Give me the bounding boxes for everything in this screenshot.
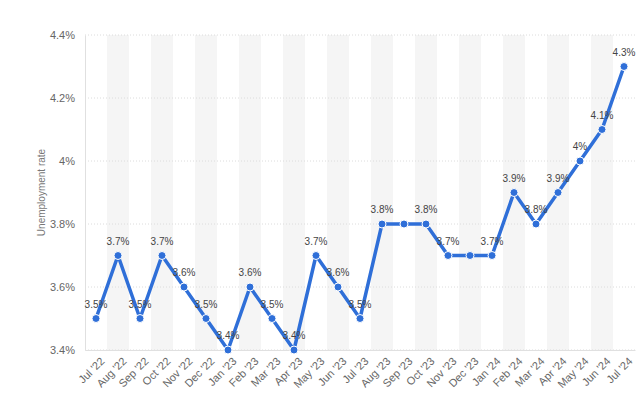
grid-line — [85, 35, 635, 36]
grid-line — [85, 224, 635, 225]
data-label: 3.4% — [217, 330, 240, 341]
band — [459, 35, 481, 350]
data-label: 3.9% — [547, 173, 570, 184]
band — [239, 35, 261, 350]
grid-line — [85, 350, 635, 351]
data-label: 3.5% — [349, 299, 372, 310]
marker — [224, 346, 232, 354]
plot-area — [92, 63, 628, 355]
y-tick-label: 3.4% — [50, 344, 75, 356]
marker — [92, 315, 100, 323]
y-axis: 3.4% 3.6% 3.8% 4% 4.2% 4.4% — [50, 29, 86, 356]
marker — [378, 220, 386, 228]
band — [547, 35, 569, 350]
band — [415, 35, 437, 350]
band — [107, 35, 129, 350]
y-tick: 4.4% — [50, 29, 85, 41]
data-label: 3.7% — [107, 236, 130, 247]
marker — [114, 252, 122, 260]
x-tick: Jul '24 — [604, 350, 635, 386]
data-label: 3.8% — [415, 204, 438, 215]
x-tick: Jun '23 — [315, 350, 348, 388]
y-tick-label: 4.2% — [50, 92, 75, 104]
grid-line — [85, 161, 635, 162]
data-label: 4.3% — [613, 47, 636, 58]
marker — [158, 252, 166, 260]
marker — [488, 252, 496, 260]
marker — [246, 283, 254, 291]
chart: 3.4% 3.6% 3.8% 4% 4.2% 4.4% Jul '22Aug '22Sep … — [0, 0, 640, 410]
bands — [107, 35, 613, 350]
data-label: 4% — [573, 141, 588, 152]
data-label: 3.6% — [327, 267, 350, 278]
data-label: 3.4% — [283, 330, 306, 341]
band — [195, 35, 217, 350]
y-axis-title: Unemployment rate — [36, 148, 47, 236]
data-label: 3.7% — [305, 236, 328, 247]
marker — [400, 220, 408, 228]
data-labels: 3.5% 3.7% 3.5% 3.7% 3.6% 3.5% 3.4% 3.6% 3.5% 3.4%… — [85, 47, 636, 342]
marker — [312, 252, 320, 260]
band — [151, 35, 173, 350]
y-tick: 4% — [59, 155, 85, 167]
data-label: 3.7% — [151, 236, 174, 247]
data-label: 3.6% — [239, 267, 262, 278]
data-label: 3.8% — [371, 204, 394, 215]
marker — [510, 189, 518, 197]
grid-line — [85, 98, 635, 99]
y-tick-label: 3.6% — [50, 281, 75, 293]
y-tick: 3.8% — [50, 218, 85, 230]
y-tick: 4.2% — [50, 92, 85, 104]
y-tick-label: 4.4% — [50, 29, 75, 41]
data-label: 4.1% — [591, 110, 614, 121]
x-axis: Jul '22Aug '22Sep '22Oct '22Nov '22Dec '… — [76, 350, 636, 390]
x-tick-label: Jun '23 — [315, 355, 348, 388]
marker — [444, 252, 452, 260]
x-axis-line — [86, 350, 636, 351]
data-label: 3.5% — [261, 299, 284, 310]
marker — [334, 283, 342, 291]
marker — [598, 126, 606, 134]
marker — [422, 220, 430, 228]
x-tick-label: Jun '24 — [579, 355, 612, 388]
marker — [180, 283, 188, 291]
y-tick: 3.6% — [50, 281, 85, 293]
marker — [466, 252, 474, 260]
band — [327, 35, 349, 350]
band — [371, 35, 393, 350]
y-tick-label: 3.8% — [50, 218, 75, 230]
line — [96, 67, 624, 351]
data-label: 3.7% — [437, 236, 460, 247]
marker — [532, 220, 540, 228]
marker — [136, 315, 144, 323]
marker — [268, 315, 276, 323]
x-tick-label: Jul '24 — [604, 355, 635, 386]
x-tick: Jun '24 — [579, 350, 612, 388]
data-label: 3.9% — [503, 173, 526, 184]
data-label: 3.6% — [173, 267, 196, 278]
data-label: 3.8% — [525, 204, 548, 215]
band — [503, 35, 525, 350]
marker — [356, 315, 364, 323]
band — [591, 35, 613, 350]
data-label: 3.5% — [129, 299, 152, 310]
band — [283, 35, 305, 350]
y-tick-label: 4% — [59, 155, 75, 167]
grid-line — [85, 287, 635, 288]
grid — [85, 35, 635, 350]
data-label: 3.7% — [481, 236, 504, 247]
marker — [620, 63, 628, 71]
data-label: 3.5% — [85, 299, 108, 310]
data-label: 3.5% — [195, 299, 218, 310]
y-tick: 3.4% — [50, 344, 85, 356]
marker — [202, 315, 210, 323]
marker — [290, 346, 298, 354]
marker — [554, 189, 562, 197]
marker — [576, 157, 584, 165]
